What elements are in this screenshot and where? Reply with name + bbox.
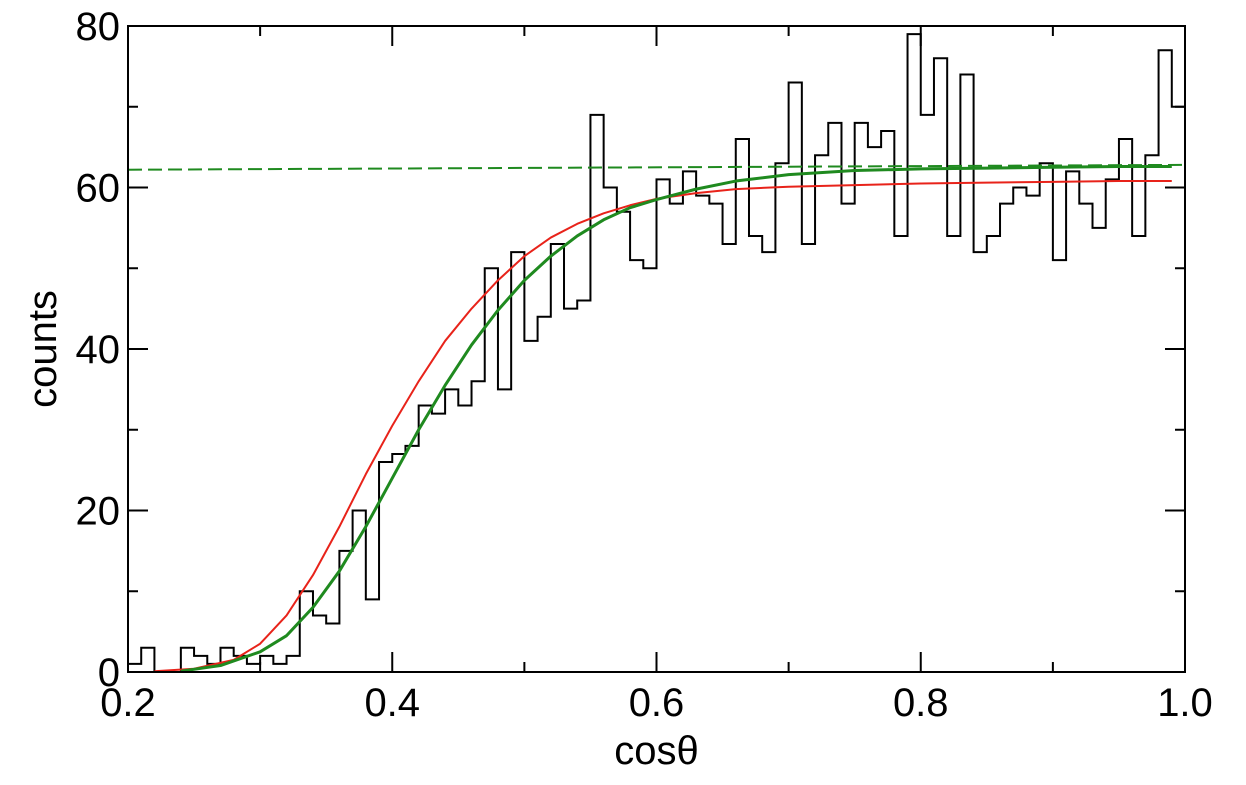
y-tick-label: 80	[76, 5, 121, 49]
axis-ticks	[127, 25, 1186, 673]
tick-labels: 0.2 0.4 0.6 0.8 1.0 0 20 40 60 80	[76, 5, 1213, 725]
y-tick-label: 20	[76, 490, 121, 534]
x-tick-label: 0.4	[364, 681, 420, 725]
x-tick-label: 1.0	[1157, 681, 1213, 725]
x-tick-label: 0.6	[629, 681, 685, 725]
histogram-series	[128, 33, 1185, 673]
red-fit-curve	[154, 180, 1172, 673]
plot-frame	[127, 25, 1186, 673]
x-axis-label: cosθ	[614, 729, 699, 773]
green-fit-curve	[180, 165, 1172, 673]
y-tick-label: 40	[76, 328, 121, 372]
x-tick-label: 0.2	[100, 681, 156, 725]
asymptote-dashed-line	[127, 163, 1186, 171]
plot-content	[127, 33, 1186, 673]
y-tick-label: 0	[98, 651, 120, 695]
x-tick-label: 0.8	[893, 681, 949, 725]
y-tick-label: 60	[76, 167, 121, 211]
y-axis-label: counts	[21, 290, 65, 408]
